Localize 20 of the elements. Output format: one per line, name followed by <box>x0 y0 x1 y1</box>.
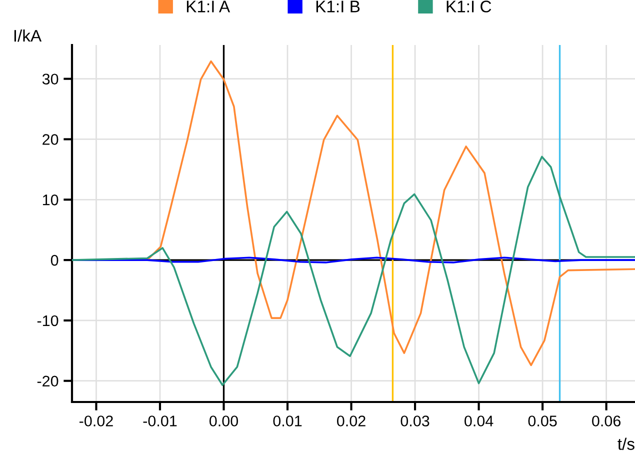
legend-label: K1:I A <box>186 0 230 12</box>
x-axis-title: t/s <box>618 438 634 450</box>
legend-label: K1:I B <box>316 0 360 12</box>
x-tick-label: 0.02 <box>337 416 366 426</box>
x-tick-label: 0.04 <box>464 416 494 426</box>
x-tick-label: 0.06 <box>592 416 621 426</box>
x-tick-label: 0.01 <box>273 416 302 426</box>
y-tick-label: -20 <box>37 376 58 387</box>
y-tick-label: 30 <box>42 74 58 85</box>
x-tick-label: -0.02 <box>79 416 113 426</box>
y-axis-title: I/kA <box>14 29 42 42</box>
legend-label: K1:I C <box>446 0 492 12</box>
x-tick-label: 0.05 <box>528 416 557 426</box>
x-tick-label: 0.03 <box>400 416 430 426</box>
y-tick-label: 0 <box>50 254 58 266</box>
x-tick-label: -0.01 <box>143 416 177 426</box>
x-tick-label: 0.00 <box>209 416 238 426</box>
y-tick-label: 10 <box>42 194 58 206</box>
y-tick-label: 20 <box>42 134 58 145</box>
y-tick-label: -10 <box>37 315 58 326</box>
